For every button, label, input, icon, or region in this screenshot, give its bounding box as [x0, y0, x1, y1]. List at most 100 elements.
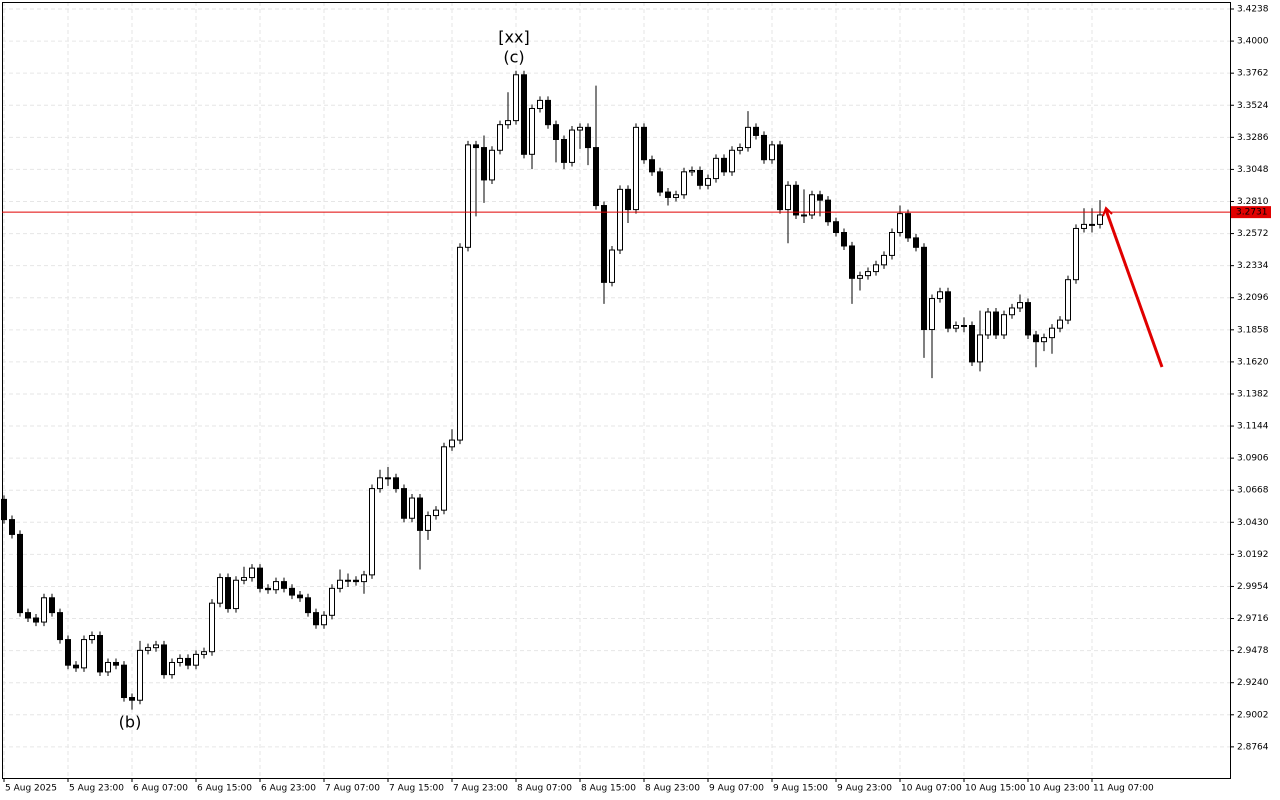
candle-body: [457, 246, 463, 441]
candle-body: [49, 597, 55, 614]
candle-body: [249, 567, 255, 579]
candle-body: [473, 144, 479, 149]
candle-body: [1, 498, 7, 521]
candles: [1, 70, 1103, 710]
candle-body: [289, 587, 295, 596]
candle-body: [1009, 307, 1015, 316]
candle-body: [409, 497, 415, 519]
candle-body: [881, 254, 887, 266]
candle-body: [153, 644, 159, 649]
forecast-arrow: [1104, 209, 1164, 368]
candle-body: [177, 657, 183, 663]
candle-body: [721, 157, 727, 173]
candle-body: [377, 477, 383, 490]
candle-body: [489, 149, 495, 181]
y-tick-label: 3.4238: [1237, 5, 1269, 15]
candle-body: [25, 612, 31, 619]
candle-body: [857, 275, 863, 279]
y-tick-label: 3.3762: [1237, 69, 1269, 79]
candle-body: [433, 509, 439, 517]
candle-body: [641, 126, 647, 161]
candle-body: [769, 144, 775, 161]
candle-body: [553, 124, 559, 140]
candle-body: [1025, 302, 1031, 336]
candle-body: [809, 194, 815, 216]
x-tick-label: 8 Aug 15:00: [581, 784, 636, 794]
candle-body: [129, 697, 135, 701]
candle-body: [545, 99, 551, 126]
x-tick-label: 10 Aug 07:00: [901, 784, 962, 794]
y-tick-label: 2.9716: [1237, 614, 1269, 624]
candle-body: [841, 231, 847, 247]
candle-body: [1001, 314, 1007, 336]
y-tick-label: 3.2334: [1237, 261, 1269, 271]
candle-body: [953, 325, 959, 329]
y-tick-label: 3.1858: [1237, 325, 1269, 335]
candle-body: [609, 249, 615, 283]
candle-body: [785, 184, 791, 211]
candle-body: [505, 120, 511, 126]
candle-body: [753, 126, 759, 136]
candle-body: [697, 169, 703, 186]
y-tick-label: 3.0430: [1237, 518, 1269, 528]
candle-body: [33, 617, 39, 623]
x-tick-label: 6 Aug 07:00: [133, 784, 188, 794]
x-tick-label: 9 Aug 15:00: [773, 784, 828, 794]
candle-body: [497, 124, 503, 151]
candle-body: [313, 612, 319, 626]
candle-body: [209, 602, 215, 653]
price-tag-label: 3.2731: [1236, 208, 1268, 218]
candle-body: [945, 291, 951, 329]
candle-body: [481, 147, 487, 181]
candle-body: [993, 311, 999, 336]
x-tick-label: 9 Aug 23:00: [837, 784, 892, 794]
candle-body: [241, 577, 247, 581]
candle-body: [217, 577, 223, 604]
candle-body: [825, 199, 831, 223]
candle-body: [1049, 327, 1055, 339]
candle-body: [161, 644, 167, 676]
candle-body: [617, 188, 623, 251]
candle-body: [17, 533, 23, 614]
candle-body: [633, 126, 639, 211]
x-tick-label: 7 Aug 07:00: [325, 784, 380, 794]
candle-body: [513, 74, 519, 122]
candle-body: [441, 446, 447, 511]
candle-body: [529, 107, 535, 155]
candle-body: [793, 184, 799, 216]
candle-body: [329, 587, 335, 616]
wave-label: (c): [503, 48, 524, 67]
y-tick-label: 2.9002: [1237, 710, 1269, 720]
candle-body: [393, 477, 399, 490]
y-tick-label: 3.3286: [1237, 133, 1269, 143]
candle-body: [73, 664, 79, 669]
x-tick-label: 5 Aug 23:00: [69, 784, 124, 794]
candle-body: [585, 126, 591, 149]
y-tick-label: 2.9954: [1237, 582, 1269, 592]
candle-body: [81, 639, 87, 669]
x-tick-label: 6 Aug 15:00: [197, 784, 252, 794]
candle-body: [449, 439, 455, 448]
candle-body: [105, 661, 111, 673]
x-tick-label: 11 Aug 07:00: [1093, 784, 1154, 794]
candle-body: [169, 661, 175, 676]
y-tick-label: 3.0668: [1237, 486, 1269, 496]
candle-body: [201, 651, 207, 655]
wave-label: [xx]: [498, 28, 529, 47]
candle-body: [929, 298, 935, 331]
candle-body: [913, 237, 919, 248]
candle-body: [1065, 279, 1071, 321]
candle-body: [705, 178, 711, 186]
candle-body: [977, 334, 983, 363]
candle-body: [593, 147, 599, 207]
candle-body: [657, 171, 663, 193]
y-tick-label: 3.4000: [1237, 37, 1269, 47]
candle-body: [969, 325, 975, 363]
x-tick-label: 6 Aug 23:00: [261, 784, 316, 794]
candle-body: [713, 157, 719, 180]
x-tick-label: 9 Aug 07:00: [709, 784, 764, 794]
candle-body: [369, 488, 375, 576]
grid: [2, 2, 1230, 778]
candle-body: [865, 271, 871, 277]
